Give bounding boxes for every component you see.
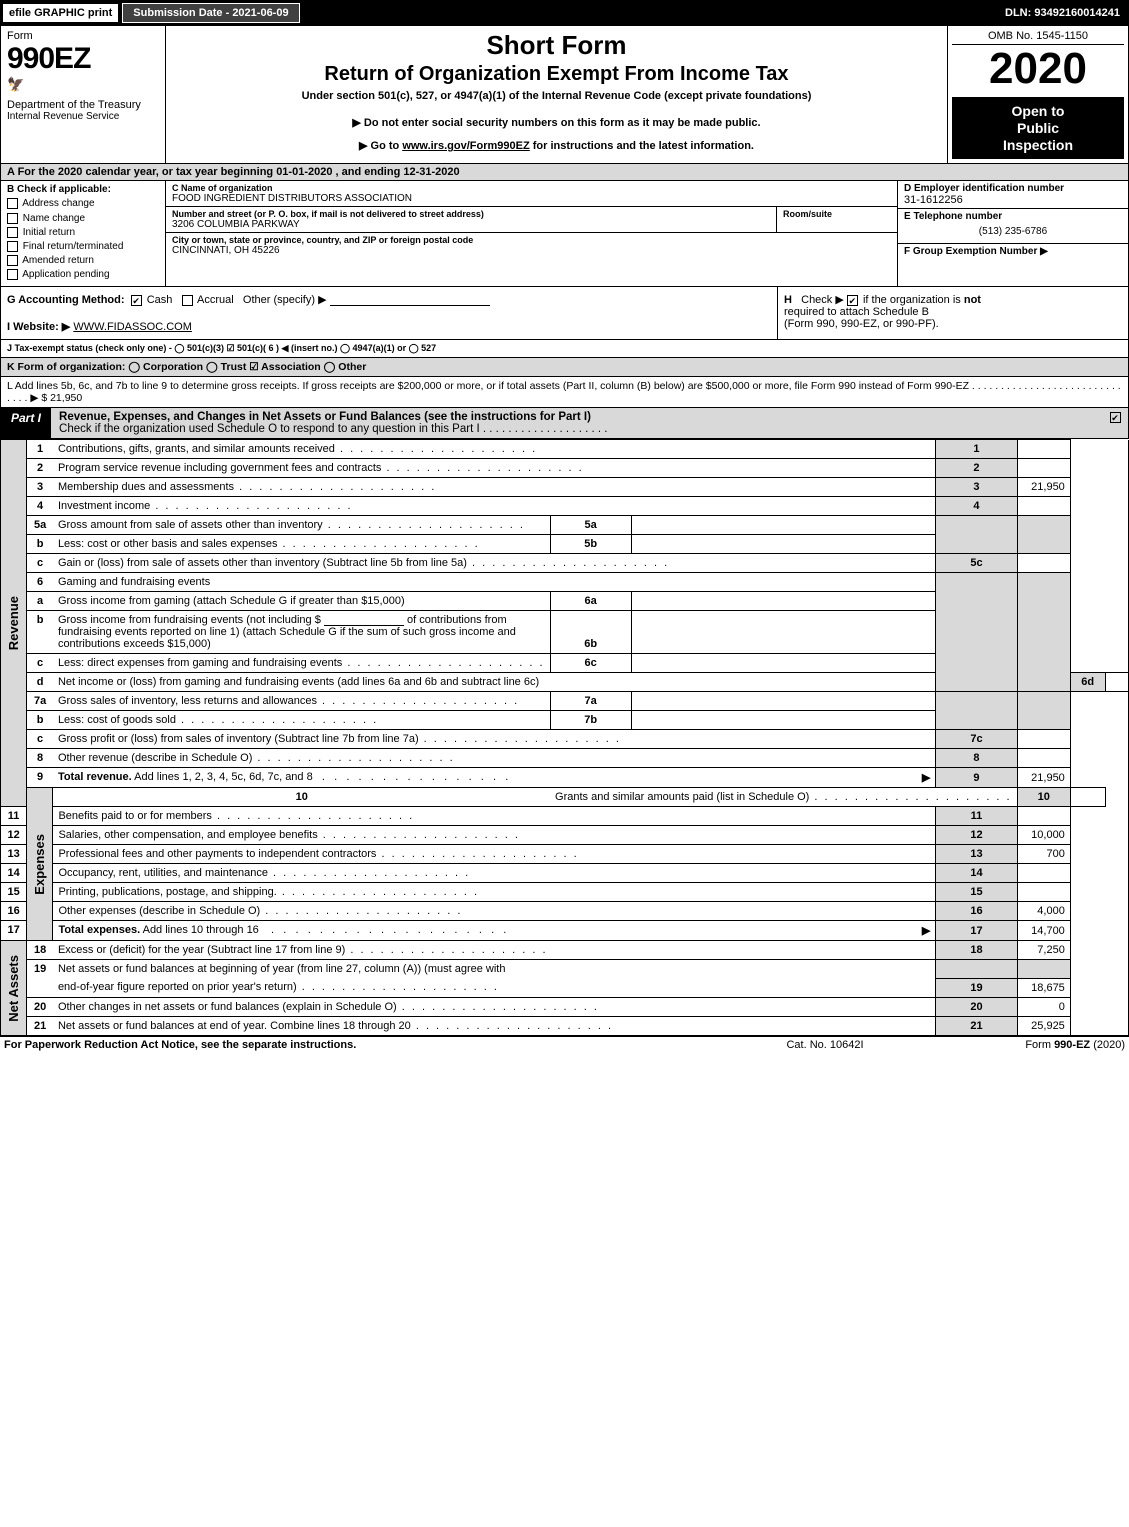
form-page: efile GRAPHIC print Submission Date - 20… bbox=[0, 0, 1129, 1053]
cat-number: Cat. No. 10642I bbox=[725, 1039, 925, 1051]
group-exemption-label: F Group Exemption Number ▶ bbox=[904, 246, 1122, 257]
dln-number: DLN: 93492160014241 bbox=[1005, 7, 1128, 19]
row-gh: G Accounting Method: Cash Accrual Other … bbox=[0, 287, 1129, 340]
city-label: City or town, state or province, country… bbox=[172, 235, 891, 245]
row-l-gross-receipts: L Add lines 5b, 6c, and 7b to line 9 to … bbox=[0, 377, 1129, 408]
header-right: OMB No. 1545-1150 2020 Open to Public In… bbox=[948, 26, 1128, 163]
line-18-amount: 7,250 bbox=[1017, 941, 1070, 960]
col-b-title: B Check if applicable: bbox=[7, 184, 159, 195]
part-i-title: Revenue, Expenses, and Changes in Net As… bbox=[51, 408, 1104, 438]
city-value: CINCINNATI, OH 45226 bbox=[172, 245, 891, 256]
section-bcdef: B Check if applicable: Address change Na… bbox=[0, 181, 1129, 287]
form-header: Form 990EZ 🦅 Department of the Treasury … bbox=[0, 26, 1129, 164]
ein-value: 31-1612256 bbox=[904, 194, 1122, 206]
form-footer-ref: Form 990-EZ (2020) bbox=[925, 1039, 1125, 1051]
checkbox-final-return[interactable] bbox=[7, 241, 18, 252]
form-number: 990EZ bbox=[7, 42, 159, 76]
checkbox-address-change[interactable] bbox=[7, 198, 18, 209]
checkbox-amended-return[interactable] bbox=[7, 255, 18, 266]
top-bar: efile GRAPHIC print Submission Date - 20… bbox=[0, 0, 1129, 26]
line-3-amount: 21,950 bbox=[1017, 478, 1070, 497]
eagle-icon: 🦅 bbox=[7, 76, 159, 93]
room-label: Room/suite bbox=[783, 209, 891, 219]
instructions-link-line: ▶ Go to www.irs.gov/Form990EZ for instru… bbox=[174, 139, 939, 152]
side-expenses: Expenses bbox=[27, 788, 53, 941]
form-title: Return of Organization Exempt From Incom… bbox=[174, 63, 939, 86]
side-revenue: Revenue bbox=[1, 440, 27, 807]
ein-label: D Employer identification number bbox=[904, 183, 1122, 194]
line-16-amount: 4,000 bbox=[1017, 902, 1070, 921]
omb-number: OMB No. 1545-1150 bbox=[952, 30, 1124, 45]
line-20-amount: 0 bbox=[1017, 997, 1070, 1016]
part-i-tag: Part I bbox=[1, 408, 51, 438]
col-c-org-info: C Name of organization FOOD INGREDIENT D… bbox=[166, 181, 898, 286]
checkbox-cash[interactable] bbox=[131, 295, 142, 306]
lines-table: Revenue 1Contributions, gifts, grants, a… bbox=[0, 439, 1129, 1036]
paperwork-notice: For Paperwork Reduction Act Notice, see … bbox=[4, 1039, 725, 1051]
ssn-warning: ▶ Do not enter social security numbers o… bbox=[174, 116, 939, 129]
note2-post: for instructions and the latest informat… bbox=[530, 140, 754, 152]
submission-date: Submission Date - 2021-06-09 bbox=[122, 3, 299, 23]
col-def: D Employer identification number 31-1612… bbox=[898, 181, 1128, 286]
line-19-amount: 18,675 bbox=[1017, 978, 1070, 997]
phone-label: E Telephone number bbox=[904, 211, 1122, 222]
side-net-assets: Net Assets bbox=[1, 941, 27, 1036]
irs-label: Internal Revenue Service bbox=[7, 111, 159, 122]
website-value[interactable]: WWW.FIDASSOC.COM bbox=[73, 321, 192, 333]
efile-badge: efile GRAPHIC print bbox=[2, 3, 119, 23]
note2-pre: ▶ Go to bbox=[359, 140, 402, 152]
tax-year: 2020 bbox=[952, 47, 1124, 91]
department-label: Department of the Treasury bbox=[7, 99, 159, 111]
inspection-badge: Open to Public Inspection bbox=[952, 97, 1124, 159]
gross-receipts-amount: 21,950 bbox=[50, 392, 82, 404]
line-9-amount: 21,950 bbox=[1017, 768, 1070, 788]
col-b-checkboxes: B Check if applicable: Address change Na… bbox=[1, 181, 166, 286]
irs-link[interactable]: www.irs.gov/Form990EZ bbox=[402, 140, 529, 152]
row-a-tax-year: A For the 2020 calendar year, or tax yea… bbox=[0, 164, 1129, 181]
checkbox-schedule-b[interactable] bbox=[847, 295, 858, 306]
part-i-header: Part I Revenue, Expenses, and Changes in… bbox=[0, 408, 1129, 439]
checkbox-accrual[interactable] bbox=[182, 295, 193, 306]
row-k-form-org: K Form of organization: ◯ Corporation ◯ … bbox=[0, 358, 1129, 377]
street-label: Number and street (or P. O. box, if mail… bbox=[172, 209, 770, 219]
street-value: 3206 COLUMBIA PARKWAY bbox=[172, 219, 770, 230]
other-specify-input[interactable] bbox=[330, 294, 490, 306]
header-center: Short Form Return of Organization Exempt… bbox=[166, 26, 948, 163]
form-subtitle: Under section 501(c), 527, or 4947(a)(1)… bbox=[174, 90, 939, 102]
website-label: I Website: ▶ bbox=[7, 321, 70, 333]
row-h-schedule-b: H Check ▶ if the organization is not req… bbox=[778, 287, 1128, 339]
line-21-amount: 25,925 bbox=[1017, 1016, 1070, 1035]
checkbox-application-pending[interactable] bbox=[7, 269, 18, 280]
row-g-accounting: G Accounting Method: Cash Accrual Other … bbox=[1, 287, 778, 339]
row-j-tax-exempt: J Tax-exempt status (check only one) - ◯… bbox=[0, 340, 1129, 358]
line-13-amount: 700 bbox=[1017, 845, 1070, 864]
short-form-title: Short Form bbox=[174, 30, 939, 61]
org-name: FOOD INGREDIENT DISTRIBUTORS ASSOCIATION bbox=[172, 193, 891, 204]
header-left: Form 990EZ 🦅 Department of the Treasury … bbox=[1, 26, 166, 163]
line-12-amount: 10,000 bbox=[1017, 826, 1070, 845]
page-footer: For Paperwork Reduction Act Notice, see … bbox=[0, 1036, 1129, 1053]
line-17-amount: 14,700 bbox=[1017, 921, 1070, 941]
org-name-label: C Name of organization bbox=[172, 183, 891, 193]
checkbox-name-change[interactable] bbox=[7, 213, 18, 224]
checkbox-schedule-o[interactable] bbox=[1110, 412, 1121, 423]
part-i-checkbox-cell bbox=[1104, 408, 1128, 438]
phone-value: (513) 235-6786 bbox=[904, 222, 1122, 241]
form-label: Form bbox=[7, 30, 159, 42]
checkbox-initial-return[interactable] bbox=[7, 227, 18, 238]
fundraising-contrib-input[interactable] bbox=[324, 614, 404, 626]
